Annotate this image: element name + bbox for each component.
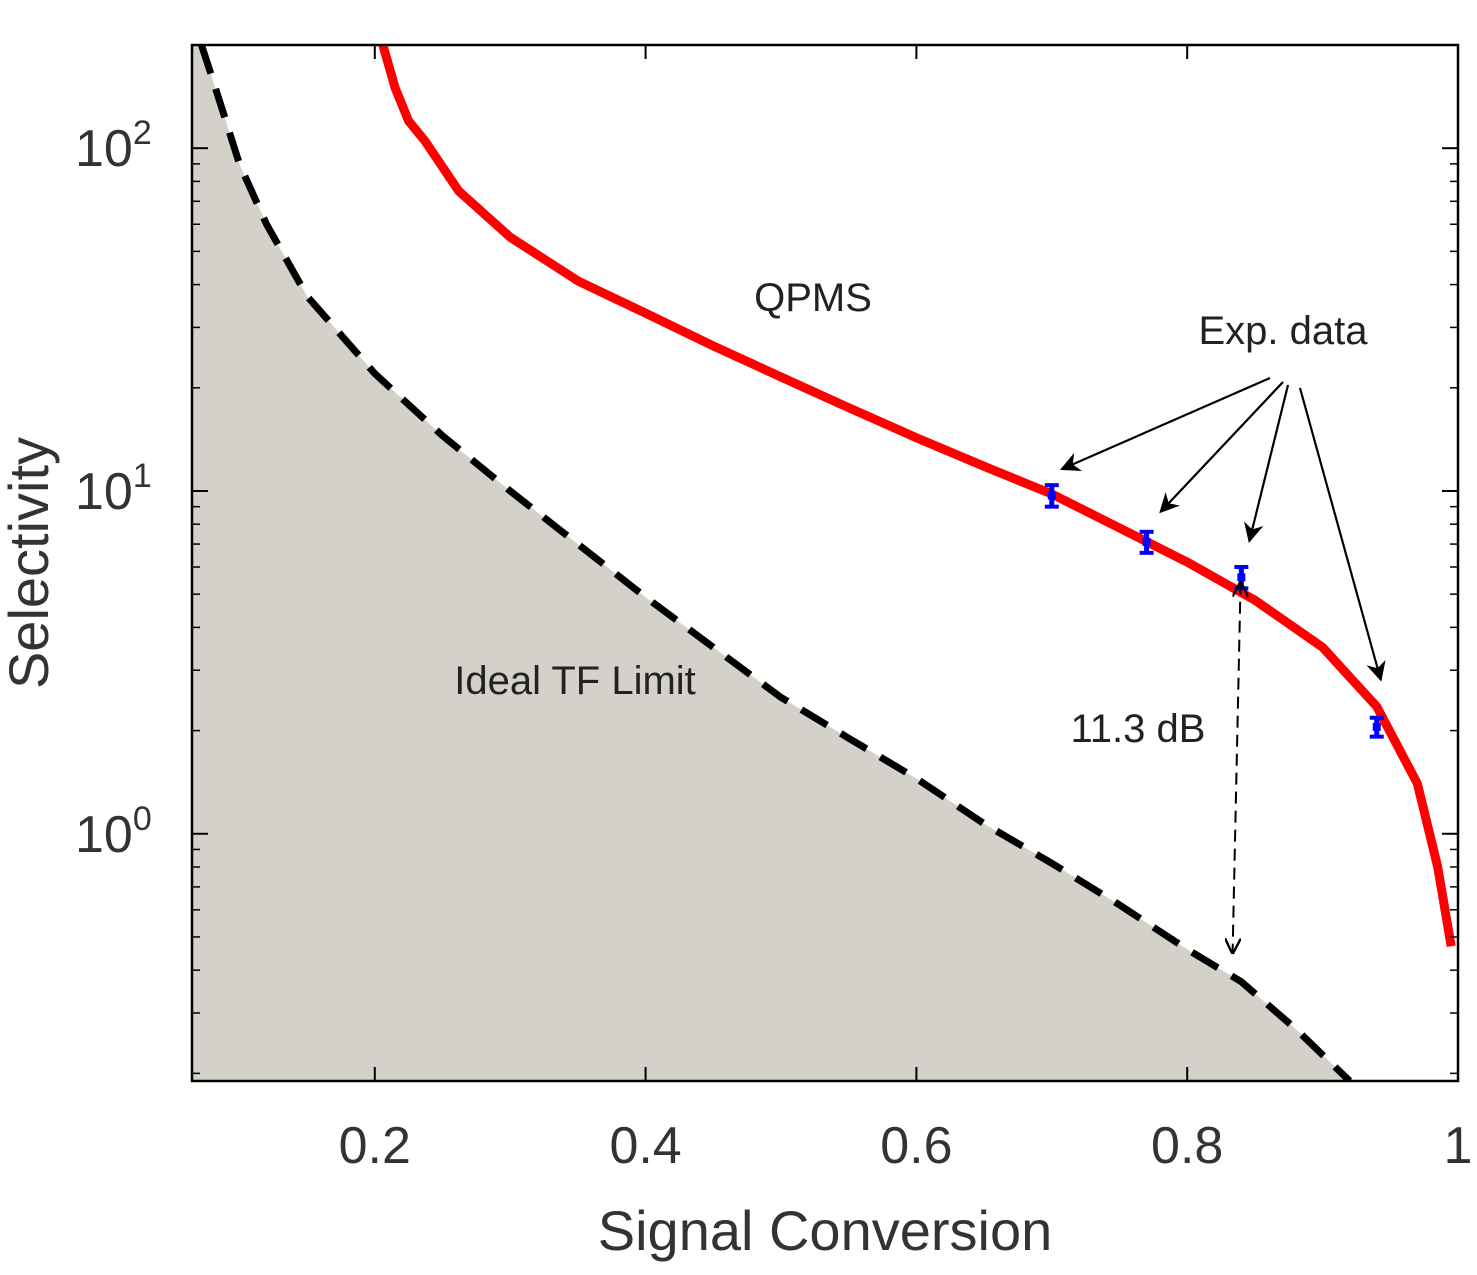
ideal-limit-region (192, 45, 1350, 1081)
y-tick-label-0: 100 (75, 800, 152, 864)
exp-marker-2 (1237, 573, 1246, 582)
y-tick-label-1: 101 (75, 457, 152, 521)
y-tick-label-2: 102 (75, 114, 152, 178)
y-tick-base: 10 (75, 463, 133, 521)
exp-marker-3 (1372, 722, 1381, 731)
y-axis-title: Selectivity (0, 437, 60, 689)
exp-arrow-2 (1244, 384, 1290, 543)
x-tick-label-0: 0.2 (339, 1117, 411, 1175)
x-tick-label-1: 0.4 (609, 1117, 681, 1175)
exp-arrow-3 (1298, 387, 1386, 682)
y-tick-base: 10 (75, 120, 133, 178)
qpms-label: QPMS (754, 276, 872, 320)
x-tick-label-4: 1 (1444, 1117, 1473, 1175)
exp-point-3 (1369, 715, 1384, 739)
y-tick-exponent: 0 (133, 800, 152, 838)
x-axis-title: Signal Conversion (598, 1199, 1052, 1262)
y-tick-exponent: 1 (133, 457, 152, 495)
exp-marker-0 (1047, 491, 1056, 500)
plot-frame (190, 43, 1460, 1083)
exp-data-label: Exp. data (1198, 309, 1368, 353)
gap-db-label: 11.3 dB (1071, 707, 1206, 751)
x-tick-label-2: 0.6 (880, 1117, 952, 1175)
exp-marker-1 (1142, 537, 1151, 546)
series-line-1 (198, 45, 1353, 1081)
series-line-0 (378, 45, 1456, 947)
ideal-tf-limit-label: Ideal TF Limit (454, 659, 696, 703)
x-tick-label-3: 0.8 (1151, 1117, 1223, 1175)
exp-point-0 (1044, 483, 1059, 509)
gap-arrow (1233, 583, 1241, 953)
exp-arrow-0 (1059, 376, 1271, 472)
y-tick-base: 10 (75, 806, 133, 864)
exp-arrow-1 (1159, 381, 1284, 514)
exp-point-1 (1139, 529, 1154, 555)
y-tick-exponent: 2 (133, 114, 152, 152)
